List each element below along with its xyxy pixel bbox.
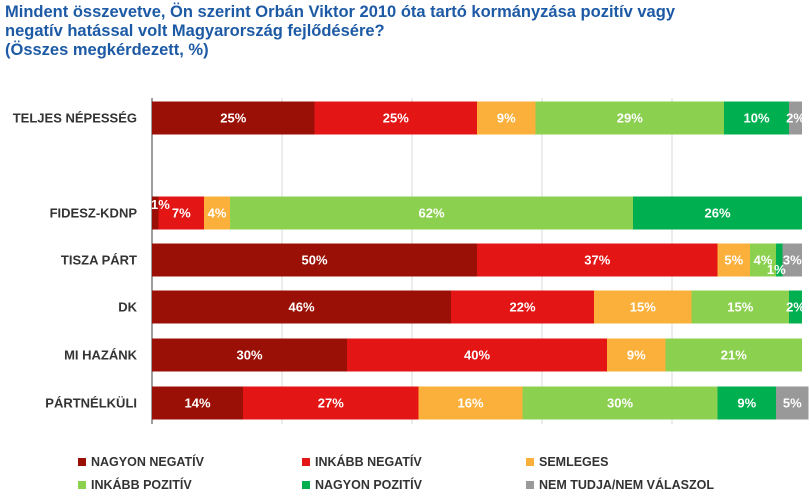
data-label: 22% — [509, 300, 535, 315]
data-label: 14% — [184, 396, 210, 411]
data-label: 40% — [464, 348, 490, 363]
data-label: 4% — [208, 206, 227, 221]
chart-title-line-2: negatív hatással volt Magyarország fejlő… — [5, 22, 385, 40]
category-label: DK — [118, 300, 137, 315]
category-label: TISZA PÁRT — [61, 253, 137, 268]
data-label: 30% — [607, 396, 633, 411]
data-label: 9% — [497, 111, 516, 126]
data-label: 16% — [457, 396, 483, 411]
data-label: 5% — [783, 396, 802, 411]
bar-segment — [776, 386, 809, 420]
data-label: 3% — [783, 253, 802, 268]
bar-segment — [314, 101, 477, 135]
bar-segment — [152, 196, 159, 230]
data-label: 25% — [220, 111, 246, 126]
bar-segment — [152, 290, 451, 324]
bar-segment — [717, 243, 750, 277]
data-label: 27% — [318, 396, 344, 411]
bar-segment — [691, 290, 789, 324]
bar-segment — [158, 196, 204, 230]
bar-segment — [477, 101, 536, 135]
data-label: 26% — [704, 206, 730, 221]
data-label: 9% — [627, 348, 646, 363]
bar-segment — [152, 243, 477, 277]
category-label: MI HAZÁNK — [64, 348, 138, 363]
data-label: 15% — [630, 300, 656, 315]
bar-segment — [347, 338, 607, 372]
data-label: 1% — [767, 262, 786, 277]
bar-segment — [750, 243, 776, 277]
data-label: 25% — [383, 111, 409, 126]
bar-segment — [789, 101, 802, 135]
chart-title-line-3: (Összes megkérdezett, %) — [5, 41, 209, 59]
data-label: 1% — [151, 197, 170, 212]
category-label: PÁRTNÉLKÜLI — [45, 396, 137, 411]
category-label: TELJES NÉPESSÉG — [13, 111, 137, 126]
bar-segment — [522, 386, 718, 420]
bar-segment — [243, 386, 419, 420]
data-label: 9% — [737, 396, 756, 411]
bar-segment — [535, 101, 724, 135]
data-label: 4% — [754, 253, 773, 268]
bar-segment — [152, 338, 347, 372]
data-label: 46% — [288, 300, 314, 315]
bar-segment — [230, 196, 633, 230]
bar-segment — [782, 243, 802, 277]
bar-segment — [789, 290, 802, 324]
bar-segment — [451, 290, 594, 324]
data-label: 2% — [786, 111, 805, 126]
data-label: 37% — [584, 253, 610, 268]
chart-title-line-1: Mindent összevetve, Ön szerint Orbán Vik… — [5, 3, 675, 21]
data-label: 30% — [236, 348, 262, 363]
bar-segment — [152, 101, 315, 135]
category-label: FIDESZ-KDNP — [50, 206, 138, 221]
data-label: 5% — [724, 253, 743, 268]
data-label: 50% — [301, 253, 327, 268]
bar-segment — [418, 386, 523, 420]
bar-segment — [204, 196, 230, 230]
bar-segment — [607, 338, 666, 372]
data-label: 7% — [172, 206, 191, 221]
bar-segment — [594, 290, 692, 324]
bar-segment — [776, 243, 783, 277]
data-label: 29% — [617, 111, 643, 126]
data-label: 21% — [721, 348, 747, 363]
bar-segment — [717, 386, 776, 420]
data-label: 15% — [727, 300, 753, 315]
chart-title: Mindent összevetve, Ön szerint Orbán Vik… — [5, 3, 805, 60]
data-label: 10% — [743, 111, 769, 126]
data-label: 62% — [418, 206, 444, 221]
bar-segment — [665, 338, 802, 372]
bar-segment — [633, 196, 802, 230]
bar-segment — [477, 243, 718, 277]
bar-segment — [724, 101, 789, 135]
data-label: 2% — [786, 300, 805, 315]
bar-segment — [152, 386, 243, 420]
